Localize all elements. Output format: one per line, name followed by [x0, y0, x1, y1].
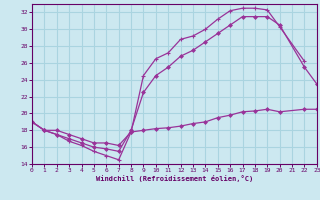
X-axis label: Windchill (Refroidissement éolien,°C): Windchill (Refroidissement éolien,°C): [96, 175, 253, 182]
